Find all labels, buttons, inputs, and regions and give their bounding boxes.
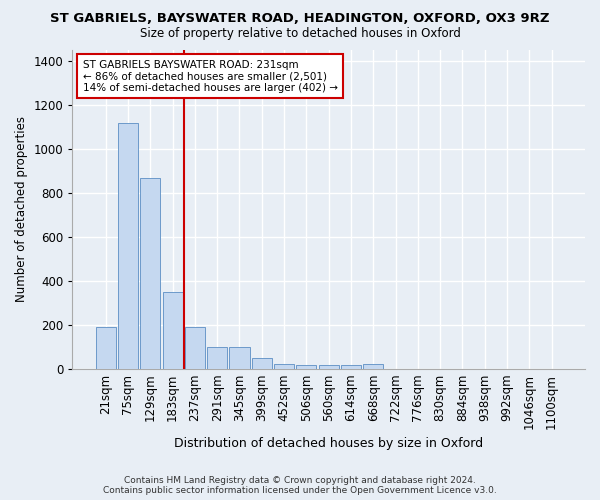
Bar xyxy=(363,364,383,369)
Bar xyxy=(229,347,250,369)
Bar xyxy=(341,365,361,369)
Bar xyxy=(185,327,205,369)
Text: Contains HM Land Registry data © Crown copyright and database right 2024.
Contai: Contains HM Land Registry data © Crown c… xyxy=(103,476,497,495)
Bar xyxy=(163,292,182,369)
Bar xyxy=(118,122,138,369)
Text: ST GABRIELS BAYSWATER ROAD: 231sqm
← 86% of detached houses are smaller (2,501)
: ST GABRIELS BAYSWATER ROAD: 231sqm ← 86%… xyxy=(83,60,338,93)
Bar xyxy=(296,365,316,369)
X-axis label: Distribution of detached houses by size in Oxford: Distribution of detached houses by size … xyxy=(174,437,483,450)
Bar xyxy=(140,178,160,369)
Text: ST GABRIELS, BAYSWATER ROAD, HEADINGTON, OXFORD, OX3 9RZ: ST GABRIELS, BAYSWATER ROAD, HEADINGTON,… xyxy=(50,12,550,26)
Y-axis label: Number of detached properties: Number of detached properties xyxy=(15,116,28,302)
Bar xyxy=(95,326,116,369)
Bar xyxy=(274,364,294,369)
Bar xyxy=(319,365,339,369)
Bar xyxy=(252,358,272,369)
Bar xyxy=(207,347,227,369)
Text: Size of property relative to detached houses in Oxford: Size of property relative to detached ho… xyxy=(140,28,460,40)
